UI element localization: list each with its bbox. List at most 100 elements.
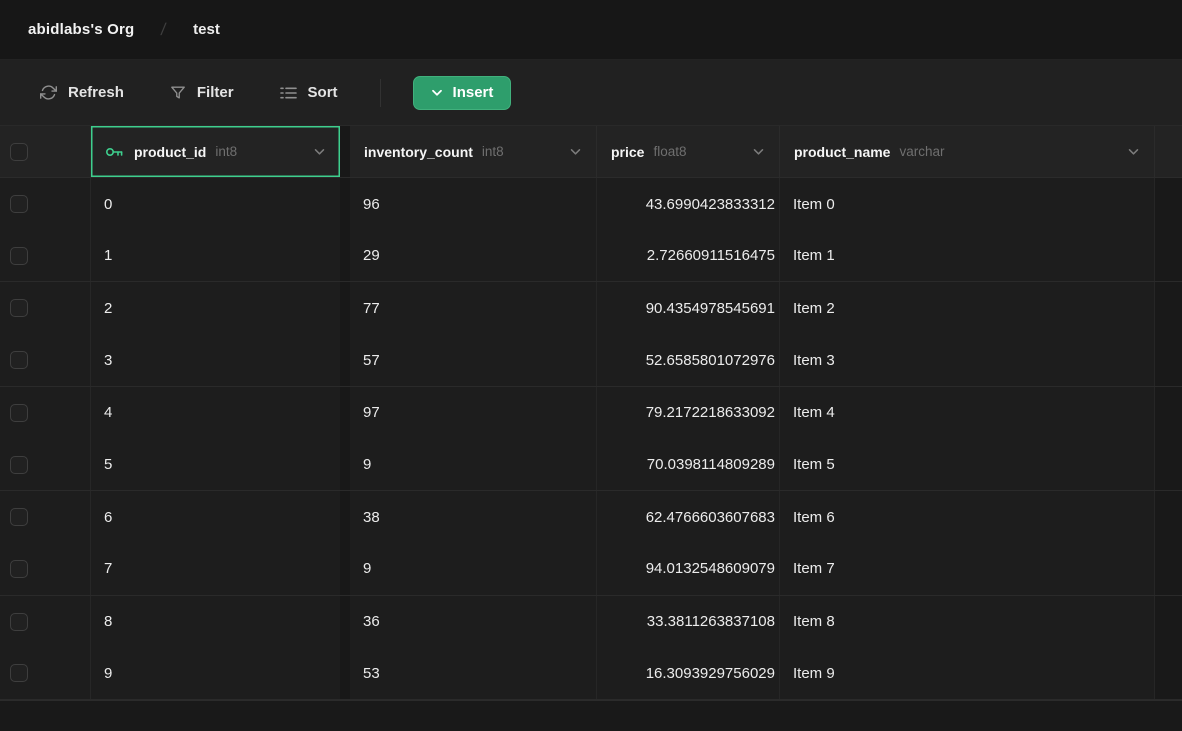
breadcrumb-separator: / [160,19,168,39]
insert-button[interactable]: Insert [412,75,512,110]
footer-bar [0,700,1182,731]
frozen-column-divider [340,647,350,699]
cell-product-name[interactable]: Item 0 [780,178,1155,231]
cell-inventory-count[interactable]: 57 [350,334,597,386]
frozen-column-divider [340,230,350,282]
cell-inventory-count[interactable]: 29 [350,230,597,282]
filter-button[interactable]: Filter [170,84,234,101]
row-select-cell [0,595,91,648]
cell-inventory-count[interactable]: 97 [350,386,597,439]
cell-inventory-count[interactable]: 38 [350,491,597,544]
cell-product-name[interactable]: Item 7 [780,543,1155,595]
cell-price[interactable]: 90.4354978545691 [597,282,780,335]
select-all-checkbox[interactable] [10,142,28,161]
cell-price[interactable]: 2.72660911516475 [597,230,780,282]
cell-product-id[interactable]: 1 [104,247,113,265]
cell-price[interactable]: 43.6990423833312 [597,178,780,231]
row-select-cell [0,334,91,386]
frozen-column-divider [340,126,350,177]
chevron-down-icon[interactable] [561,148,582,156]
table-row: 3 57 52.6585801072976 Item 3 [0,334,1182,387]
frozen-column-divider [340,386,350,439]
chevron-down-icon[interactable] [305,148,326,156]
row-gutter [1155,386,1182,439]
table-row: 0 96 43.6990423833312 Item 0 [0,178,1182,231]
cell-product-name[interactable]: Item 6 [780,491,1155,544]
column-type: int8 [481,144,504,159]
cell-product-id[interactable]: 6 [104,508,113,526]
frozen-column-divider [340,178,350,231]
column-type: int8 [215,144,238,159]
row-checkbox[interactable] [10,612,28,631]
row-checkbox[interactable] [10,403,28,422]
cell-product-name[interactable]: Item 2 [780,282,1155,335]
filter-label: Filter [196,84,234,101]
cell-product-id[interactable]: 9 [104,664,113,682]
table-row: 5 9 70.0398114809289 Item 5 [0,438,1182,492]
cell-price[interactable]: 52.6585801072976 [597,334,780,386]
cell-inventory-count[interactable]: 36 [350,595,597,648]
cell-inventory-count[interactable]: 53 [350,647,597,699]
row-checkbox[interactable] [10,246,28,265]
cell-price[interactable]: 62.4766603607683 [597,491,780,544]
row-checkbox[interactable] [10,664,28,683]
chevron-down-icon[interactable] [1119,148,1140,156]
cell-product-name[interactable]: Item 1 [780,230,1155,282]
cell-price[interactable]: 16.3093929756029 [597,647,780,699]
column-header-inventory-count[interactable]: inventory_count int8 [350,126,597,177]
sort-list-icon [279,86,297,100]
cell-inventory-count[interactable]: 9 [350,543,597,595]
row-gutter [1155,543,1182,595]
cell-product-id[interactable]: 8 [104,613,113,631]
cell-product-id[interactable]: 7 [104,560,113,578]
cell-product-name[interactable]: Item 5 [780,438,1155,491]
table-row: 4 97 79.2172218633092 Item 4 [0,386,1182,439]
row-checkbox[interactable] [10,195,28,214]
row-select-cell [0,230,91,282]
cell-inventory-count[interactable]: 96 [350,178,597,231]
column-header-product-id[interactable]: product_id int8 [91,126,340,177]
cell-price[interactable]: 94.0132548609079 [597,543,780,595]
cell-price[interactable]: 33.3811263837108 [597,595,780,648]
chevron-down-icon[interactable] [744,148,765,156]
sort-label: Sort [307,84,338,101]
table-row: 1 29 2.72660911516475 Item 1 [0,230,1182,283]
row-gutter [1155,491,1182,544]
cell-product-name[interactable]: Item 4 [780,386,1155,439]
row-checkbox[interactable] [10,508,28,527]
toolbar-divider [379,78,381,107]
cell-product-id[interactable]: 2 [104,299,113,317]
frozen-column-divider [340,491,350,544]
row-checkbox[interactable] [10,455,28,474]
refresh-button[interactable]: Refresh [40,84,124,101]
row-select-cell [0,282,91,335]
cell-product-id[interactable]: 3 [104,351,113,369]
refresh-label: Refresh [68,84,124,101]
cell-product-name[interactable]: Item 8 [780,595,1155,648]
table-row: 8 36 33.3811263837108 Item 8 [0,595,1182,648]
cell-price[interactable]: 79.2172218633092 [597,386,780,439]
table-row: 6 38 62.4766603607683 Item 6 [0,491,1182,544]
frozen-column-divider [340,282,350,335]
row-gutter [1155,647,1182,699]
frozen-column-divider [340,438,350,491]
column-header-product-name[interactable]: product_name varchar [780,126,1155,177]
column-name: inventory_count [364,143,473,160]
column-header-price[interactable]: price float8 [597,126,780,177]
breadcrumb-org[interactable]: abidlabs's Org [28,21,135,38]
cell-product-id[interactable]: 5 [104,456,113,474]
cell-inventory-count[interactable]: 9 [350,438,597,491]
cell-product-id[interactable]: 0 [104,195,113,213]
column-name: price [611,143,645,160]
row-checkbox[interactable] [10,351,28,370]
row-checkbox[interactable] [10,559,28,578]
toolbar: Refresh Filter Sort Insert [0,60,1182,126]
sort-button[interactable]: Sort [279,84,338,101]
breadcrumb-table[interactable]: test [193,21,220,38]
cell-product-id[interactable]: 4 [104,404,113,422]
cell-product-name[interactable]: Item 3 [780,334,1155,386]
cell-inventory-count[interactable]: 77 [350,282,597,335]
cell-product-name[interactable]: Item 9 [780,647,1155,699]
cell-price[interactable]: 70.0398114809289 [597,438,780,491]
row-checkbox[interactable] [10,299,28,318]
